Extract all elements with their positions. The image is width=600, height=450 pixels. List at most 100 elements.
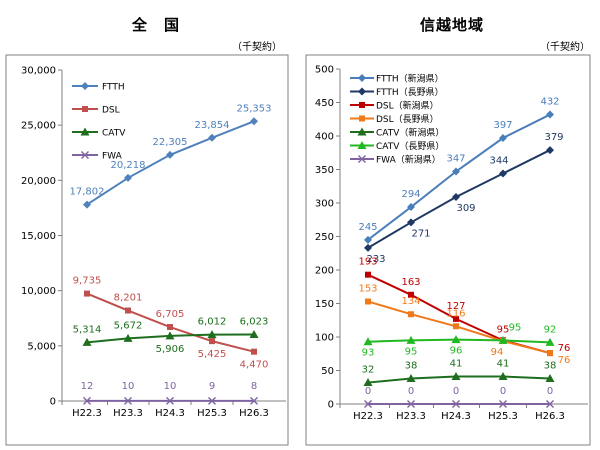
chart-title-national: 全 国 bbox=[132, 16, 181, 34]
x-tick-label-1-3: H25.3 bbox=[488, 411, 518, 422]
data-point-1-0-3 bbox=[499, 134, 507, 143]
legend-marker-1-1 bbox=[358, 87, 366, 96]
data-label-1-1-2: 309 bbox=[456, 203, 475, 214]
data-label-0-2-3: 6,012 bbox=[198, 317, 227, 328]
unit-label-shinetsu: （千契約） bbox=[540, 42, 590, 53]
data-point-0-3-1-b bbox=[124, 396, 132, 405]
data-label-1-2-0: 193 bbox=[358, 257, 377, 268]
data-label-1-1-3: 344 bbox=[489, 156, 508, 167]
data-point-0-1-1 bbox=[125, 307, 131, 314]
data-point-0-2-4 bbox=[249, 330, 259, 339]
data-label-0-0-3: 23,854 bbox=[195, 120, 230, 131]
data-label-0-3-3: 9 bbox=[209, 381, 215, 392]
legend-label-1-3: DSL（長野県） bbox=[376, 114, 439, 125]
data-label-1-0-0: 245 bbox=[358, 222, 377, 233]
data-point-0-0-0 bbox=[83, 200, 91, 209]
data-label-0-2-4: 6,023 bbox=[240, 317, 269, 328]
y-tick-label-0-0: 0 bbox=[50, 397, 56, 408]
legend-marker-1-6 bbox=[358, 155, 366, 163]
data-point-1-6-1-b bbox=[407, 400, 415, 408]
data-point-0-3-0 bbox=[83, 396, 91, 405]
legend-label-1-1: FTTH（長野県） bbox=[376, 87, 444, 98]
y-tick-label-1-5: 250 bbox=[315, 232, 334, 243]
data-label-1-5-0: 93 bbox=[362, 348, 375, 359]
data-label-1-6-4: 0 bbox=[547, 386, 553, 397]
y-tick-label-0-4: 20,000 bbox=[21, 176, 56, 187]
data-point-1-1-3 bbox=[499, 169, 507, 178]
data-point-0-3-3-b bbox=[208, 396, 216, 405]
data-point-0-3-3 bbox=[208, 396, 216, 405]
data-point-1-3-0 bbox=[365, 298, 371, 305]
legend-marker-1-6-b bbox=[358, 155, 366, 163]
legend-marker-1-4 bbox=[357, 127, 367, 136]
data-point-1-4-0 bbox=[363, 378, 373, 387]
legend-marker-1-5 bbox=[357, 141, 367, 149]
data-label-0-3-2: 10 bbox=[164, 381, 177, 392]
legend-label-1-0: FTTH（新潟県） bbox=[376, 73, 444, 85]
data-point-1-1-0 bbox=[364, 243, 372, 252]
legend-marker-0-3-b bbox=[81, 151, 89, 159]
data-point-1-6-3 bbox=[499, 400, 507, 408]
y-tick-label-0-1: 5,000 bbox=[27, 341, 56, 352]
data-point-1-5-2 bbox=[451, 335, 461, 344]
data-label-1-6-1: 0 bbox=[408, 386, 414, 397]
data-point-0-3-2 bbox=[166, 396, 174, 405]
data-point-0-3-1 bbox=[124, 396, 132, 405]
y-tick-label-0-2: 10,000 bbox=[21, 286, 56, 297]
x-tick-label-1-1: H23.3 bbox=[396, 411, 426, 422]
data-point-0-0-2 bbox=[166, 150, 174, 159]
data-point-0-3-2-b bbox=[166, 396, 174, 405]
data-point-0-3-4-b bbox=[250, 396, 258, 405]
data-label-0-1-4: 4,470 bbox=[240, 360, 269, 371]
data-label-0-0-2: 22,305 bbox=[153, 137, 188, 148]
data-point-1-5-1 bbox=[406, 335, 416, 344]
data-point-1-0-2 bbox=[452, 167, 460, 176]
data-label-0-2-1: 5,672 bbox=[114, 320, 143, 331]
data-label-1-4-2: 41 bbox=[450, 359, 463, 370]
data-point-1-1-2 bbox=[452, 192, 460, 201]
data-point-1-4-4 bbox=[545, 374, 555, 383]
data-point-0-1-3 bbox=[209, 338, 215, 345]
data-point-1-1-1 bbox=[407, 218, 415, 227]
data-point-0-2-0 bbox=[82, 337, 92, 346]
data-label-1-6-2: 0 bbox=[453, 386, 459, 397]
data-point-1-4-3 bbox=[498, 372, 508, 381]
data-label-1-0-1: 294 bbox=[401, 189, 420, 200]
data-point-0-3-0-b bbox=[83, 396, 91, 405]
data-point-1-6-3-b bbox=[499, 400, 507, 408]
data-point-1-6-4-b bbox=[546, 400, 554, 408]
y-tick-label-1-0: 0 bbox=[328, 400, 334, 411]
y-tick-label-0-5: 25,000 bbox=[21, 121, 56, 132]
legend-marker-0-2 bbox=[80, 127, 90, 136]
x-tick-label-0-2: H24.3 bbox=[155, 408, 185, 419]
y-tick-label-1-2: 100 bbox=[315, 333, 334, 344]
data-point-0-2-3 bbox=[207, 330, 217, 339]
x-tick-label-0-3: H25.3 bbox=[197, 408, 227, 419]
x-tick-label-0-0: H22.3 bbox=[72, 408, 102, 419]
data-point-1-6-0-b bbox=[364, 400, 372, 408]
data-point-0-3-4 bbox=[250, 396, 258, 405]
data-point-1-6-1 bbox=[407, 400, 415, 408]
data-label-1-5-4: 92 bbox=[544, 324, 557, 335]
data-point-1-0-0 bbox=[364, 235, 372, 244]
data-point-0-1-2 bbox=[167, 324, 173, 331]
data-label-0-1-2: 6,705 bbox=[156, 309, 185, 320]
legend-label-0-2: CATV bbox=[102, 129, 126, 139]
data-label-0-2-2: 5,906 bbox=[156, 344, 185, 355]
legend-marker-1-3 bbox=[359, 115, 365, 122]
data-label-0-1-1: 8,201 bbox=[114, 293, 143, 304]
y-tick-label-0-3: 15,000 bbox=[21, 231, 56, 242]
data-point-1-3-2 bbox=[453, 323, 459, 330]
data-point-1-5-4 bbox=[545, 337, 555, 346]
data-point-1-6-0 bbox=[364, 400, 372, 408]
data-point-1-3-1 bbox=[408, 311, 414, 318]
y-tick-label-1-3: 150 bbox=[315, 299, 334, 310]
data-point-1-0-1 bbox=[407, 203, 415, 212]
legend-label-1-6: FWA（新潟県） bbox=[376, 154, 441, 166]
data-point-1-2-0 bbox=[365, 271, 371, 278]
y-tick-label-1-7: 350 bbox=[315, 165, 334, 176]
x-tick-label-1-2: H24.3 bbox=[441, 411, 471, 422]
y-tick-label-1-4: 200 bbox=[315, 266, 334, 277]
legend-marker-0-0 bbox=[81, 82, 89, 90]
